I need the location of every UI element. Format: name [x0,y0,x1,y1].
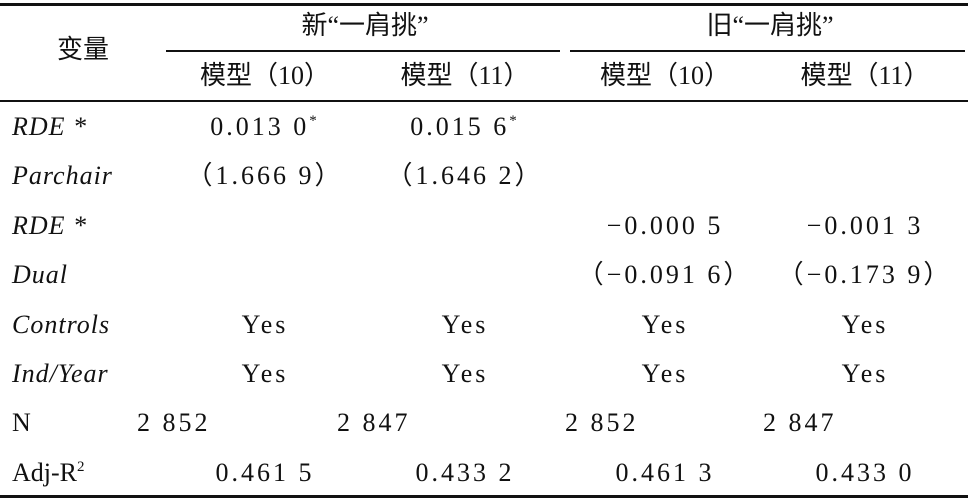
cell: 0.433 0 [815,457,915,487]
cell: （1.666 9） [186,161,344,191]
cell: （1.646 2） [386,161,544,191]
cell: 2 852 [565,408,639,438]
row-label: Ind/Year [12,359,109,388]
header-rule [0,100,968,102]
column-header: 模型（10） [599,61,731,90]
cell: 0.433 2 [415,457,515,487]
cell: 0.015 6* [410,114,520,140]
group-rule [166,50,560,52]
cell: 2 852 [137,408,211,438]
cell: Yes [841,309,889,339]
cell-text: Adj-R [12,457,77,487]
cell: Yes [241,309,289,339]
cell: 0.013 0* [210,114,320,140]
cell: −0.000 5 [606,210,724,240]
cell: 0.461 5 [215,457,315,487]
column-header: 模型（11） [400,61,530,90]
cell: Yes [441,309,489,339]
row-label: Adj-R2 [12,457,85,487]
row-label-header: 变量 [56,35,110,64]
row-label: Parchair [12,161,113,191]
column-header: 模型（11） [800,61,930,90]
cell: （−0.091 6） [577,260,753,290]
bottom-rule [0,495,968,498]
cell-text: 0.015 6 [410,112,510,141]
top-rule [0,3,968,6]
group-rule [570,50,965,52]
cell: 0.461 3 [615,457,715,487]
cell: Yes [441,359,489,388]
cell: −0.001 3 [806,210,924,240]
row-label: Dual [12,260,68,290]
superscript: 2 [77,458,85,475]
cell: （−0.173 9） [777,260,953,290]
row-label: Controls [12,309,111,339]
cell: Yes [641,309,689,339]
cell: Yes [641,359,689,388]
cell: 2 847 [763,408,837,438]
superscript: * [309,113,320,129]
row-label: RDE * [12,210,88,240]
cell-text: 0.013 0 [210,112,310,141]
group-header: 新“一肩挑” [301,11,429,40]
row-label: N [12,408,31,438]
cell: Yes [241,359,289,388]
column-header: 模型（10） [199,61,331,90]
cell: 2 847 [337,408,411,438]
cell: Yes [841,359,889,388]
group-header: 旧“一肩挑” [706,11,834,40]
superscript: * [509,113,520,129]
row-label: RDE * [12,112,88,141]
